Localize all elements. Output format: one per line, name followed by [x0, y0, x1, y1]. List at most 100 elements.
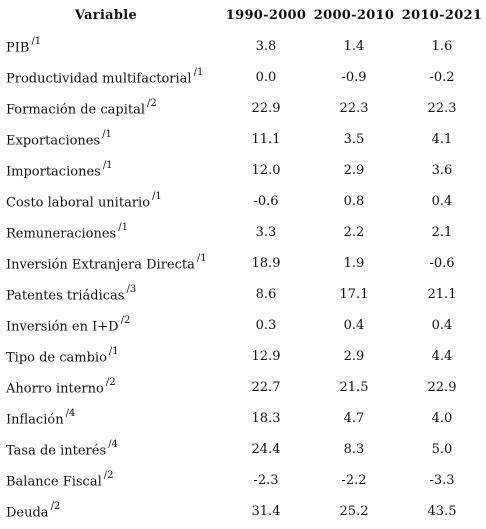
row-value-period-1: 8.6 — [255, 287, 277, 302]
row-value-period-1: 22.7 — [251, 380, 281, 395]
table-row: Importaciones/1 12.0 2.9 3.6 — [0, 155, 486, 186]
row-value-period-3: 3.6 — [431, 163, 453, 178]
table-row: Inflación/4 18.3 4.7 4.0 — [0, 403, 486, 434]
row-value-period-3: 4.4 — [431, 349, 453, 364]
row-footnote-marker: /1 — [193, 66, 204, 78]
row-footnote-marker: /3 — [126, 283, 137, 295]
header-period-1: 1990-2000 — [225, 8, 307, 23]
table-row: Inversión Extranjera Directa/1 18.9 1.9 -0.… — [0, 248, 486, 279]
table-row: Balance Fiscal/2 -2.3 -2.2 -3.3 — [0, 465, 486, 496]
row-variable-cell: Exportaciones/1 — [0, 124, 222, 155]
row-value-period-2: 0.8 — [343, 194, 365, 209]
row-footnote-marker: /1 — [108, 345, 119, 357]
row-variable-name: Exportaciones — [6, 133, 101, 149]
row-value-period-1: 3.3 — [255, 225, 277, 240]
row-variable-cell: Deuda/2 — [0, 496, 222, 527]
table-row: Formación de capital/2 22.9 22.3 22.3 — [0, 93, 486, 124]
row-variable-name: PIB — [6, 40, 30, 56]
row-value-period-3: 1.6 — [431, 39, 453, 54]
row-value-period-2: 3.5 — [343, 132, 365, 147]
row-variable-cell: Patentes triádicas/3 — [0, 279, 222, 310]
row-variable-name: Tasa de interés — [6, 443, 107, 459]
table-row: Ahorro interno/2 22.7 21.5 22.9 — [0, 372, 486, 403]
row-value-period-1: -2.3 — [253, 473, 279, 488]
row-value-period-3: 0.4 — [431, 318, 453, 333]
row-footnote-marker: /1 — [152, 190, 162, 202]
row-value-period-3: 2.1 — [431, 225, 453, 240]
row-value-period-1: 31.4 — [251, 504, 281, 519]
row-value-period-2: 0.4 — [343, 318, 365, 333]
table-row: Costo laboral unitario/1 -0.6 0.8 0.4 — [0, 186, 486, 217]
row-variable-name: Ahorro interno — [6, 381, 104, 397]
row-footnote-marker: /2 — [105, 376, 116, 388]
row-variable-name: Inflación — [6, 412, 64, 428]
row-footnote-marker: /4 — [65, 407, 76, 419]
row-value-period-2: 2.9 — [343, 349, 365, 364]
table-row: Productividad multifactorial/1 0.0 -0.9 -0.… — [0, 62, 486, 93]
row-variable-cell: Inversión en I+D/2 — [0, 310, 222, 341]
table-header-row: Variable 1990-2000 2000-2010 2010-2021 — [0, 0, 486, 31]
row-variable-name: Deuda — [6, 505, 49, 521]
row-value-period-2: 2.2 — [343, 225, 365, 240]
row-value-period-2: 2.9 — [343, 163, 365, 178]
row-value-period-1: 3.8 — [255, 39, 277, 54]
row-variable-cell: Productividad multifactorial/1 — [0, 62, 222, 93]
row-footnote-marker: /4 — [108, 438, 118, 450]
row-variable-name: Patentes triádicas — [6, 288, 125, 304]
table-row: Tasa de interés/4 24.4 8.3 5.0 — [0, 434, 486, 465]
row-variable-cell: Formación de capital/2 — [0, 93, 222, 124]
row-variable-name: Productividad multifactorial — [6, 71, 192, 87]
row-value-period-3: 0.4 — [431, 194, 453, 209]
table-body: PIB/1 3.8 1.4 1.6 Productividad multifactori… — [0, 31, 486, 527]
row-footnote-marker: /1 — [31, 35, 42, 47]
row-variable-cell: Inflación/4 — [0, 403, 222, 434]
row-footnote-marker: /2 — [120, 314, 131, 326]
row-value-period-3: -0.2 — [429, 70, 455, 85]
row-variable-name: Importaciones — [6, 164, 101, 180]
row-value-period-2: 21.5 — [339, 380, 369, 395]
header-period-2: 2000-2010 — [313, 8, 395, 23]
row-value-period-1: 18.3 — [251, 411, 281, 426]
row-value-period-3: 22.9 — [427, 380, 457, 395]
row-value-period-1: 18.9 — [251, 256, 281, 271]
table-row: Tipo de cambio/1 12.9 2.9 4.4 — [0, 341, 486, 372]
row-value-period-1: 24.4 — [251, 442, 281, 457]
row-variable-cell: PIB/1 — [0, 31, 222, 62]
row-value-period-3: 22.3 — [427, 101, 457, 116]
row-value-period-2: 1.9 — [343, 256, 365, 271]
row-variable-cell: Importaciones/1 — [0, 155, 222, 186]
row-footnote-marker: /2 — [147, 97, 157, 109]
row-variable-cell: Ahorro interno/2 — [0, 372, 222, 403]
row-value-period-2: 25.2 — [339, 504, 369, 519]
row-variable-name: Costo laboral unitario — [6, 195, 151, 211]
row-footnote-marker: /2 — [103, 469, 114, 481]
header-period-3: 2010-2021 — [401, 8, 483, 23]
row-footnote-marker: /1 — [118, 221, 128, 233]
row-value-period-3: 5.0 — [431, 442, 453, 457]
row-value-period-1: 0.0 — [255, 70, 277, 85]
header-variable: Variable — [74, 8, 138, 23]
row-value-period-2: -2.2 — [341, 473, 367, 488]
table-row: Deuda/2 31.4 25.2 43.5 — [0, 496, 486, 527]
row-variable-cell: Tipo de cambio/1 — [0, 341, 222, 372]
table-row: PIB/1 3.8 1.4 1.6 — [0, 31, 486, 62]
row-value-period-3: 4.1 — [431, 132, 453, 147]
row-value-period-3: 21.1 — [427, 287, 457, 302]
row-value-period-2: 8.3 — [343, 442, 365, 457]
row-value-period-2: 22.3 — [339, 101, 369, 116]
table-row: Remuneraciones/1 3.3 2.2 2.1 — [0, 217, 486, 248]
row-value-period-3: 43.5 — [427, 504, 457, 519]
row-value-period-1: 12.9 — [251, 349, 281, 364]
row-value-period-1: 12.0 — [251, 163, 281, 178]
row-footnote-marker: /1 — [196, 252, 207, 264]
table-row: Inversión en I+D/2 0.3 0.4 0.4 — [0, 310, 486, 341]
row-variable-cell: Inversión Extranjera Directa/1 — [0, 248, 222, 279]
row-footnote-marker: /1 — [102, 159, 113, 171]
row-value-period-3: -3.3 — [429, 473, 455, 488]
row-value-period-1: 0.3 — [255, 318, 277, 333]
row-variable-cell: Tasa de interés/4 — [0, 434, 222, 465]
table-row: Patentes triádicas/3 8.6 17.1 21.1 — [0, 279, 486, 310]
row-variable-name: Inversión Extranjera Directa — [6, 257, 195, 273]
row-variable-name: Tipo de cambio — [6, 350, 107, 366]
